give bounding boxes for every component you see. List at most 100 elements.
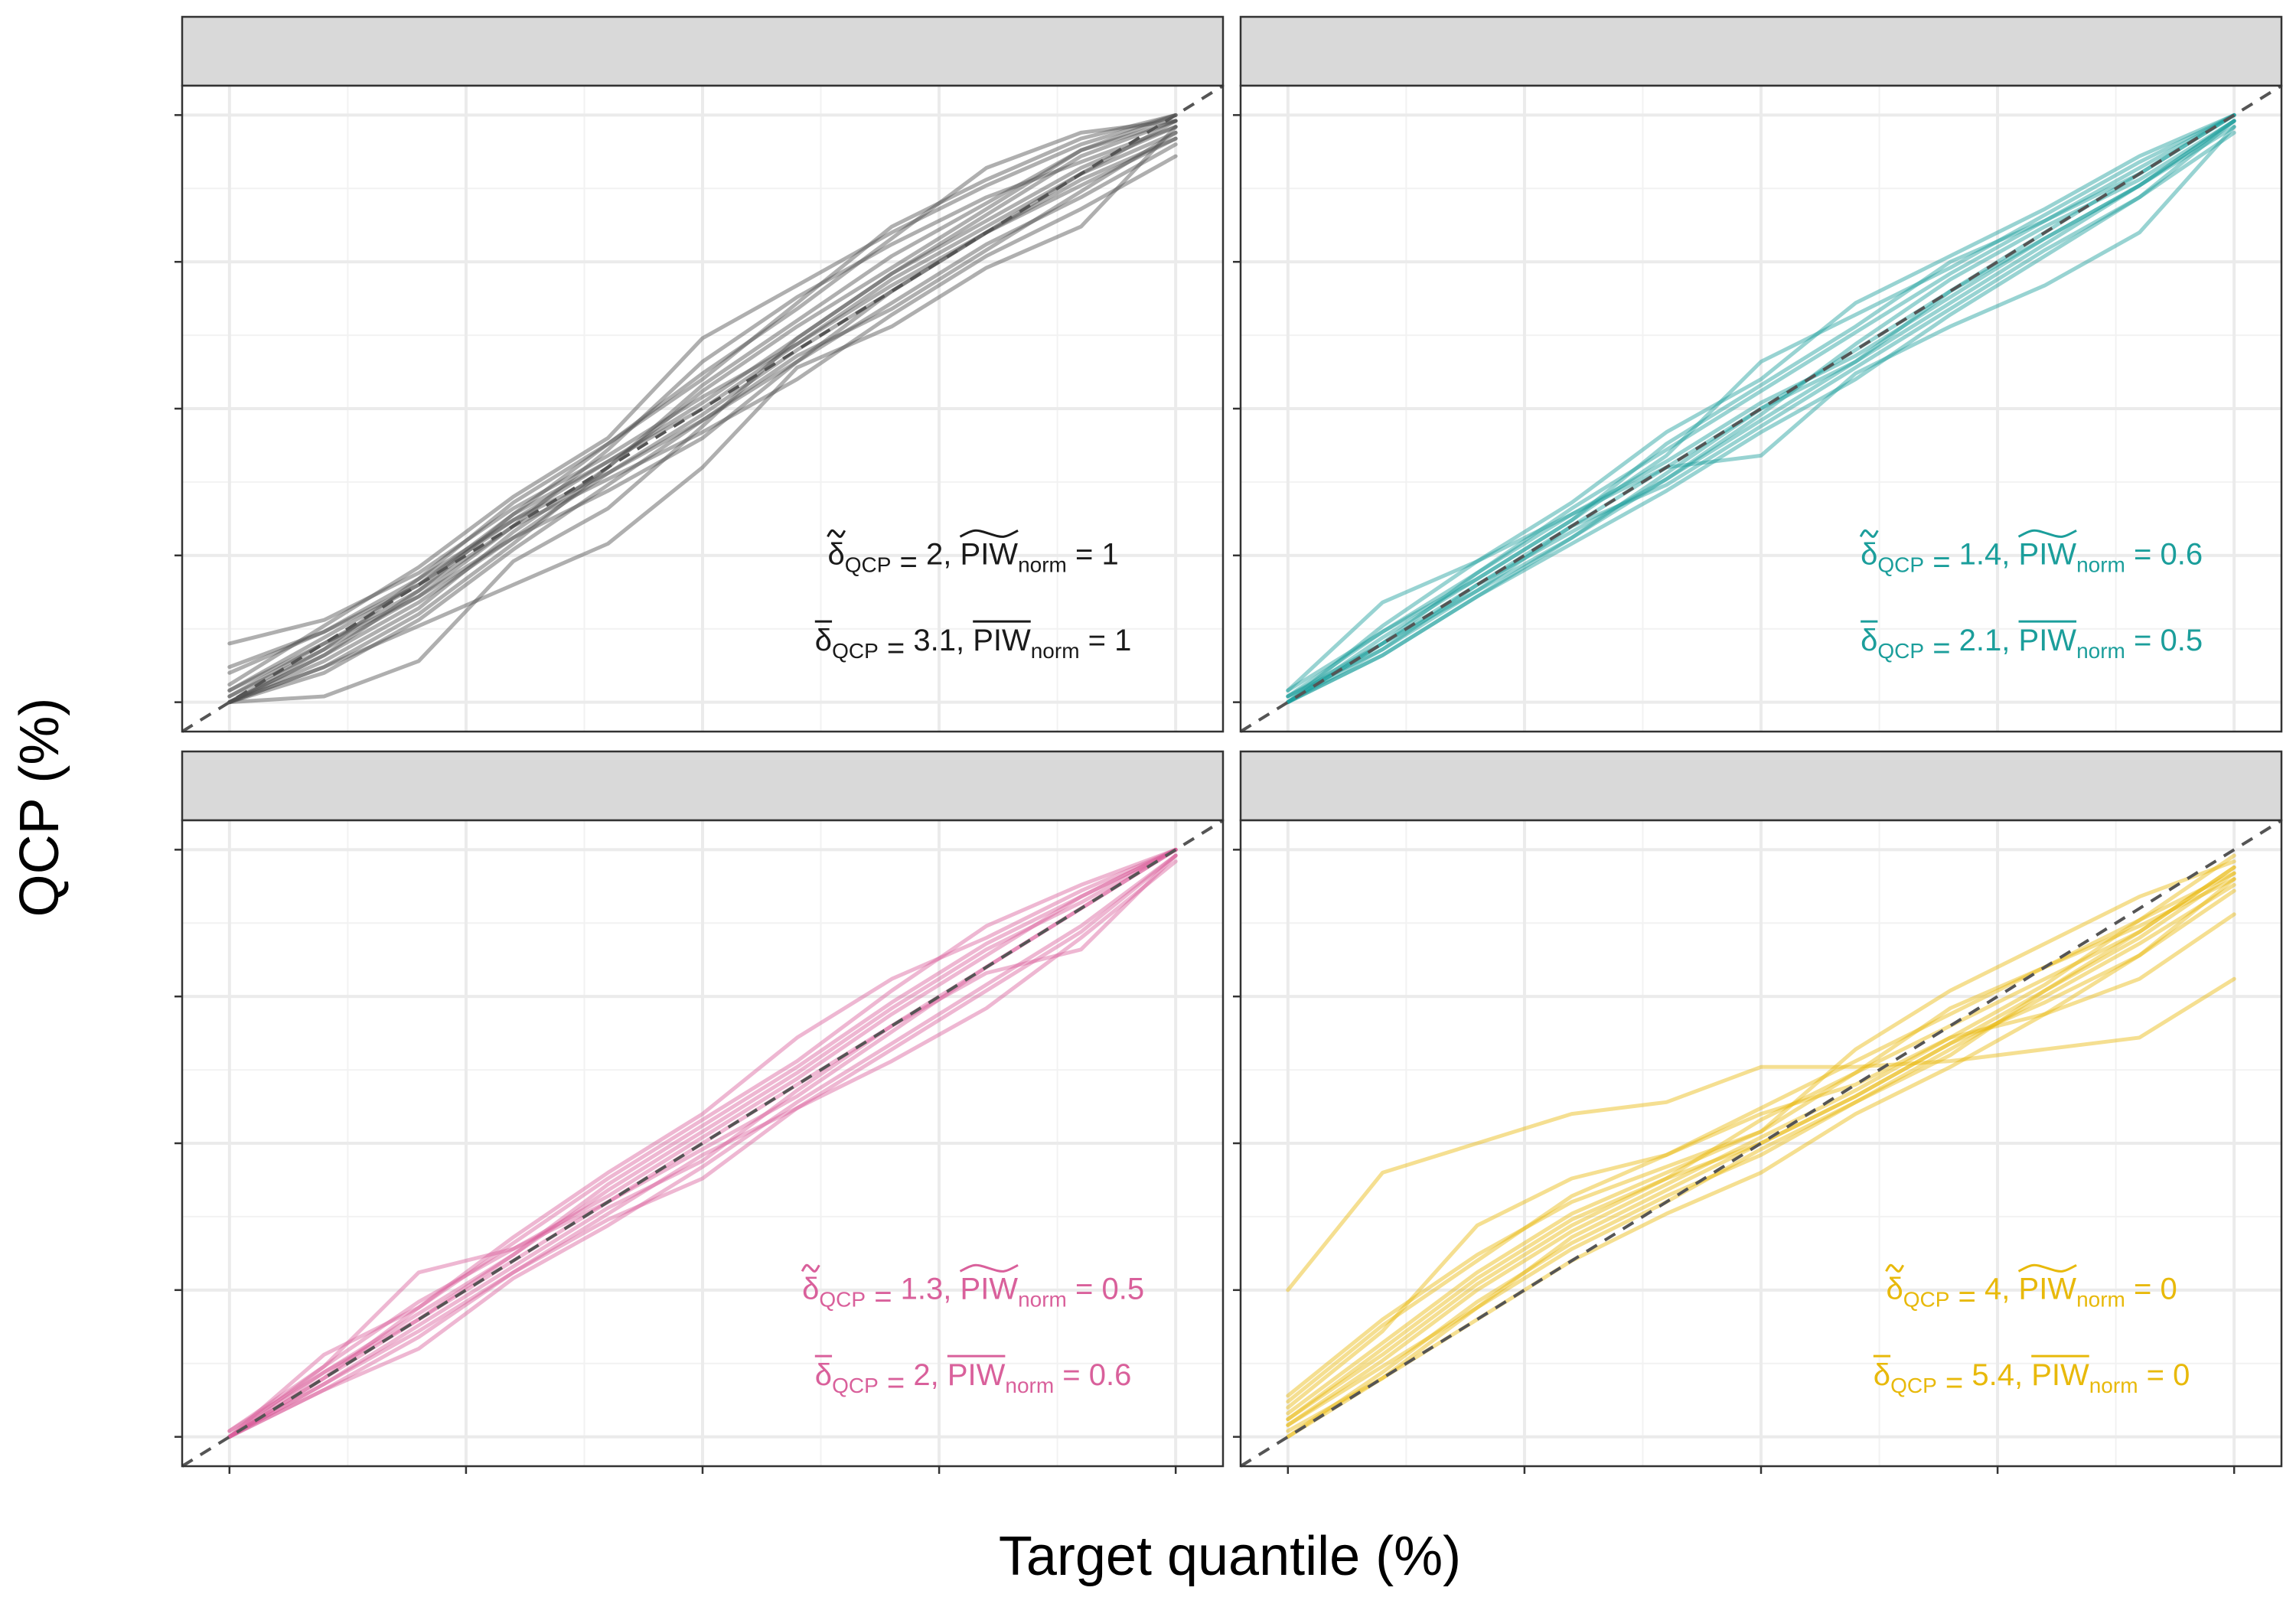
annotation-median: δQCP = 2, PIWnorm = 1 bbox=[827, 529, 1119, 579]
equals-sign: = bbox=[2125, 537, 2161, 571]
piw-subscript: norm bbox=[2076, 639, 2125, 663]
piw-symbol: PIW bbox=[2019, 1272, 2077, 1305]
delta-subscript: QCP bbox=[819, 1287, 866, 1311]
series-line bbox=[1286, 865, 2236, 1422]
series-line bbox=[227, 847, 1178, 1439]
series-line bbox=[1286, 125, 2236, 699]
piw-value: 0.5 bbox=[2160, 624, 2203, 657]
median-tilde-mark bbox=[1859, 529, 1879, 538]
series-line bbox=[227, 130, 1178, 675]
series-line bbox=[227, 119, 1178, 705]
series-line bbox=[1286, 877, 2236, 1398]
identity-reference-line bbox=[181, 84, 1225, 733]
series-line bbox=[1286, 112, 2236, 693]
annotation-text: δQCP = 5.4, PIWnorm = 0 bbox=[1874, 1358, 2190, 1400]
delta-subscript: QCP bbox=[1877, 553, 1924, 576]
annotation-text: δQCP = 2.1, PIWnorm = 0.5 bbox=[1861, 624, 2203, 665]
separator: , bbox=[2001, 1272, 2018, 1305]
piw-symbol: PIW bbox=[2019, 537, 2077, 571]
delta-symbol: δ bbox=[1861, 624, 1877, 657]
delta-value: 4 bbox=[1985, 1272, 2001, 1305]
delta-value: 5.4 bbox=[1971, 1358, 2014, 1392]
series-line bbox=[1286, 871, 2236, 1427]
series-line bbox=[1286, 112, 2236, 705]
series-lines bbox=[227, 112, 1178, 705]
piw-value: 0.6 bbox=[2160, 537, 2203, 571]
piw-subscript: norm bbox=[2076, 553, 2125, 576]
equals-sign: = bbox=[2125, 624, 2161, 657]
equals-sign: = bbox=[879, 1366, 914, 1400]
separator: , bbox=[2001, 624, 2018, 657]
series-line bbox=[227, 112, 1178, 687]
piw-subscript: norm bbox=[2076, 1287, 2125, 1311]
equals-sign: = bbox=[2138, 1358, 2174, 1392]
equals-sign: = bbox=[1067, 1272, 1102, 1305]
series-line bbox=[1286, 112, 2236, 705]
facet-strip bbox=[1239, 15, 2283, 87]
series-line bbox=[227, 154, 1178, 699]
series-line bbox=[227, 847, 1178, 1433]
axis-ticks bbox=[174, 849, 1177, 1474]
gridlines bbox=[1241, 86, 2281, 732]
piw-symbol: PIW bbox=[947, 1358, 1006, 1392]
series-line bbox=[227, 847, 1178, 1439]
equals-sign: = bbox=[1080, 624, 1115, 657]
annotation-text: δQCP = 2, PIWnorm = 1 bbox=[827, 537, 1118, 579]
piw-value: 0 bbox=[2173, 1358, 2190, 1392]
gridlines bbox=[1241, 820, 2281, 1466]
series-line bbox=[227, 119, 1178, 705]
series-line bbox=[227, 119, 1178, 705]
series-line bbox=[1286, 125, 2236, 693]
series-line bbox=[1286, 976, 2236, 1292]
delta-value: 2 bbox=[913, 1358, 930, 1392]
piw-value: 0.5 bbox=[1101, 1272, 1144, 1305]
series-line bbox=[1286, 859, 2236, 1416]
delta-symbol: δ bbox=[827, 537, 844, 571]
piw-value: 1 bbox=[1114, 624, 1131, 657]
delta-value: 2 bbox=[926, 537, 943, 571]
series-lines bbox=[1286, 853, 2236, 1439]
annotation-mean: δQCP = 2, PIWnorm = 0.6 bbox=[814, 1354, 1131, 1400]
annotation-mean: δQCP = 2.1, PIWnorm = 0.5 bbox=[1861, 620, 2203, 665]
series-line bbox=[227, 125, 1178, 693]
series-line bbox=[227, 130, 1178, 705]
axis-ticks bbox=[174, 114, 182, 703]
series-line bbox=[1286, 119, 2236, 705]
series-line bbox=[1286, 888, 2236, 1422]
equals-sign: = bbox=[1054, 1358, 1089, 1392]
axis-ticks bbox=[1233, 114, 1241, 703]
median-tilde-mark bbox=[2017, 1263, 2077, 1273]
gridlines bbox=[182, 820, 1223, 1466]
series-line bbox=[1286, 871, 2236, 1404]
series-line bbox=[1286, 112, 2236, 699]
annotation-mean: δQCP = 5.4, PIWnorm = 0 bbox=[1873, 1354, 2190, 1400]
series-line bbox=[1286, 882, 2236, 1439]
facet-strip bbox=[1239, 750, 2283, 822]
equals-sign: = bbox=[879, 631, 914, 665]
equals-sign: = bbox=[1949, 1279, 1985, 1313]
series-line bbox=[227, 142, 1178, 670]
median-tilde-mark bbox=[959, 529, 1019, 538]
facet-strip bbox=[181, 15, 1225, 87]
series-line bbox=[227, 853, 1178, 1439]
facet-strip bbox=[181, 750, 1225, 822]
delta-subscript: QCP bbox=[1877, 639, 1924, 663]
series-line bbox=[1286, 853, 2236, 1427]
series-line bbox=[227, 119, 1178, 705]
delta-subscript: QCP bbox=[1890, 1374, 1937, 1397]
series-line bbox=[1286, 912, 2236, 1410]
gridlines bbox=[182, 86, 1223, 732]
piw-symbol: PIW bbox=[973, 624, 1031, 657]
median-tilde-mark bbox=[801, 1263, 820, 1273]
series-line bbox=[227, 112, 1178, 705]
equals-sign: = bbox=[1924, 545, 1959, 579]
piw-subscript: norm bbox=[1005, 1374, 1054, 1397]
delta-symbol: δ bbox=[1861, 537, 1877, 571]
equals-sign: = bbox=[891, 545, 926, 579]
delta-symbol: δ bbox=[815, 624, 832, 657]
series-line bbox=[227, 847, 1178, 1439]
delta-subscript: QCP bbox=[832, 1374, 879, 1397]
series-lines bbox=[1286, 112, 2236, 705]
